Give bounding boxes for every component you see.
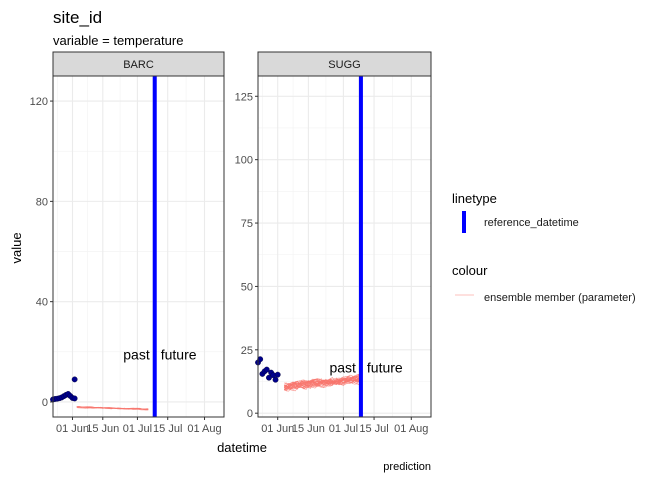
y-tick-label: 50	[241, 281, 253, 293]
x-tick-label: 01 Aug	[394, 423, 428, 435]
observed-point	[263, 366, 270, 373]
legend-title-colour: colour	[452, 263, 488, 278]
ensemble-member-line	[284, 375, 362, 390]
chart-caption: prediction	[383, 461, 431, 473]
ensemble-member-line	[284, 376, 362, 391]
observed-point	[266, 374, 272, 381]
facet-strip-label: BARC	[123, 59, 154, 71]
legend-label-ensemble: ensemble member (parameter)	[484, 292, 636, 304]
ensemble-member-line	[284, 378, 362, 390]
facet-strip	[257, 51, 432, 77]
facet-strip-label: SUGG	[328, 59, 360, 71]
y-axis-label: value	[9, 232, 24, 263]
x-tick-label: 01 Aug	[187, 423, 221, 435]
y-tick-label: 0	[247, 408, 253, 420]
y-tick-label: 0	[42, 397, 48, 409]
annotation-future: future	[367, 360, 403, 376]
x-tick-label: 15 Jun	[86, 423, 119, 435]
panel-border	[257, 75, 432, 418]
y-tick-label: 75	[241, 218, 253, 230]
x-tick-label: 01 Jul	[123, 423, 152, 435]
x-tick-label: 01 Jul	[329, 423, 358, 435]
x-tick-label: 01 Jun	[261, 423, 294, 435]
observed-point	[274, 371, 281, 378]
observed-point	[272, 376, 279, 383]
observed-point	[257, 356, 264, 363]
y-tick-label: 80	[36, 196, 48, 208]
y-tick-label: 40	[36, 297, 48, 309]
x-tick-label: 01 Jun	[56, 423, 89, 435]
panel-border	[52, 75, 225, 418]
annotation-future: future	[161, 346, 197, 362]
ensemble-member-line	[76, 406, 149, 410]
ensemble-member-line	[284, 377, 362, 391]
facet-strip	[52, 51, 225, 77]
chart-subtitle: variable = temperature	[53, 33, 183, 48]
y-tick-label: 100	[235, 155, 253, 167]
observed-point	[71, 395, 78, 402]
x-axis-label: datetime	[217, 440, 267, 455]
x-tick-label: 15 Jul	[359, 423, 388, 435]
legend-title-linetype: linetype	[452, 191, 497, 206]
y-tick-label: 125	[235, 91, 253, 103]
y-tick-label: 120	[30, 96, 48, 108]
observed-point	[71, 376, 78, 383]
legend-label-reference: reference_datetime	[484, 217, 579, 229]
x-tick-label: 15 Jun	[292, 423, 325, 435]
annotation-past: past	[123, 346, 150, 362]
x-tick-label: 15 Jul	[153, 423, 182, 435]
annotation-past: past	[329, 360, 356, 376]
y-tick-label: 25	[241, 345, 253, 357]
chart-title: site_id	[53, 8, 102, 27]
